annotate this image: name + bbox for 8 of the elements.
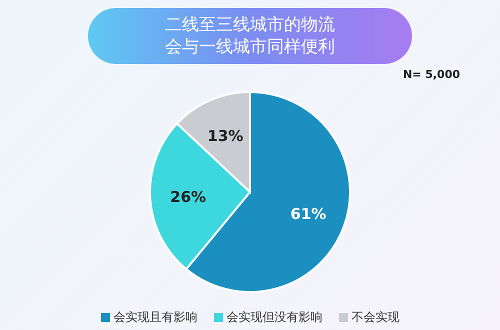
chart-title: 二线至三线城市的物流会与一线城市同样便利 bbox=[164, 14, 336, 58]
slice-label: 会实现且有影响 bbox=[114, 309, 198, 326]
data-label: 61% bbox=[290, 205, 326, 223]
legend-label: 不会实现 bbox=[352, 309, 400, 326]
text: N= 5,000 bbox=[402, 68, 460, 81]
legend-label: 会实现但没有影响 bbox=[226, 309, 322, 326]
data-label: 26% bbox=[170, 188, 206, 206]
data-label: 13% bbox=[207, 127, 244, 146]
